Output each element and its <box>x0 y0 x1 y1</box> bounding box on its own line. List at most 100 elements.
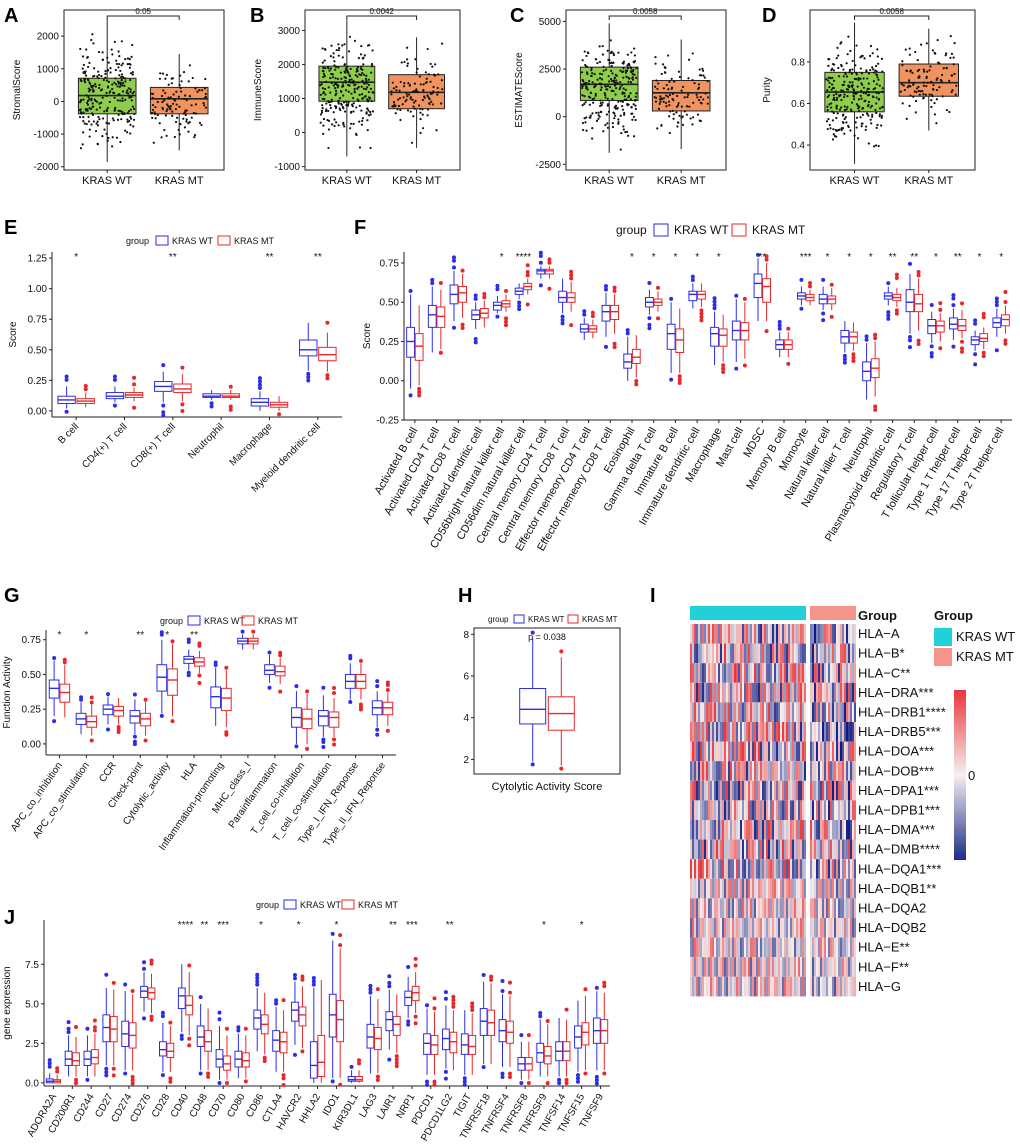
heatmap-cell <box>850 741 852 762</box>
heatmap-cell <box>810 878 812 899</box>
heatmap-cell <box>722 780 724 801</box>
heatmap-cell <box>800 820 802 840</box>
heatmap-cell <box>842 957 844 977</box>
outlier-point <box>886 316 891 321</box>
heatmap-cell <box>832 741 834 762</box>
heatmap-cell <box>802 761 804 781</box>
heatmap-cell <box>776 878 778 899</box>
heatmap-cell <box>774 722 776 742</box>
data-point <box>631 73 634 76</box>
data-point <box>953 72 956 76</box>
box <box>291 1001 299 1022</box>
x-tick-label: KRAS MT <box>904 175 953 187</box>
heatmap-cell <box>728 937 730 958</box>
heatmap-cell <box>782 898 784 918</box>
data-point <box>106 56 109 59</box>
y-tick-label: 0.25 <box>28 376 48 387</box>
heatmap-cell <box>828 643 830 664</box>
heatmap-cell <box>744 957 746 977</box>
heatmap-cell <box>694 976 696 997</box>
heatmap-cell <box>734 780 736 801</box>
outlier-point <box>325 320 330 325</box>
outlier-point <box>519 1033 524 1038</box>
legend-f: group KRAS WT KRAS MT <box>616 223 806 237</box>
heatmap-cell <box>830 624 832 644</box>
heatmap-cell <box>704 957 706 977</box>
heatmap-cell <box>738 702 740 722</box>
heatmap-cell <box>718 957 720 977</box>
heatmap-cell <box>812 878 814 899</box>
outlier-point <box>385 680 390 685</box>
data-point <box>859 67 862 70</box>
data-point <box>425 77 428 80</box>
heatmap-cell <box>750 741 752 762</box>
heatmap-cell <box>732 780 734 801</box>
legend-g: group KRAS WT KRAS MT <box>160 615 299 626</box>
heatmap-cell <box>702 722 704 742</box>
heatmap-cell <box>704 643 706 664</box>
heatmap-cell <box>722 643 724 664</box>
signif-marker: ** <box>389 920 397 931</box>
outlier-point <box>603 287 608 292</box>
data-point <box>664 66 667 70</box>
data-point <box>598 72 602 75</box>
heatmap-cell <box>726 702 728 722</box>
heatmap-cell <box>814 859 816 879</box>
data-point <box>328 69 331 72</box>
data-point <box>330 98 333 101</box>
heatmap-cell <box>696 702 698 722</box>
data-point <box>345 100 348 103</box>
data-point <box>671 109 674 112</box>
signif-marker: * <box>869 252 873 263</box>
data-point <box>129 115 132 118</box>
heatmap-cell <box>826 820 828 840</box>
data-point <box>866 94 870 97</box>
data-point <box>337 49 340 52</box>
heatmap-cell <box>814 741 816 762</box>
heatmap-cell <box>730 859 732 879</box>
heatmap-cell <box>698 878 700 899</box>
heatmap-cell <box>796 663 798 683</box>
data-point <box>124 80 127 83</box>
data-point <box>419 107 422 110</box>
heatmap-cell <box>758 624 760 644</box>
data-point <box>159 72 162 75</box>
outlier-point <box>647 280 652 285</box>
y-axis-label: ImmuneScore <box>253 58 264 121</box>
heatmap-cell <box>782 918 784 938</box>
heatmap-cell <box>716 859 718 879</box>
heatmap-cell <box>802 663 804 683</box>
heatmap-cell <box>760 918 762 938</box>
data-point <box>81 143 84 146</box>
heatmap-cell <box>726 800 728 820</box>
heatmap-cell <box>760 820 762 840</box>
heatmap-cell <box>720 957 722 977</box>
outlier-point <box>306 378 311 383</box>
heatmap-cell <box>756 682 758 703</box>
heatmap-cell <box>710 859 712 879</box>
signif-marker: ** <box>758 252 766 263</box>
outlier-point <box>647 322 652 327</box>
heatmap-cell <box>710 937 712 958</box>
data-point <box>830 88 833 91</box>
data-point <box>82 120 85 123</box>
data-point <box>622 87 625 90</box>
heatmap-cell <box>744 976 746 997</box>
heatmap-cell <box>756 918 758 938</box>
data-point <box>163 99 166 102</box>
data-point <box>325 108 328 111</box>
heatmap-cell <box>822 839 824 860</box>
outlier-point <box>603 284 608 289</box>
heatmap-cell <box>710 878 712 899</box>
outlier-point <box>89 695 94 700</box>
heatmap-cell <box>836 702 838 722</box>
signif-marker: **** <box>516 252 532 263</box>
outlier-point <box>368 983 373 988</box>
heatmap-cell <box>834 682 836 703</box>
data-point <box>634 95 637 98</box>
outlier-point <box>960 349 965 354</box>
data-point <box>842 68 845 71</box>
heatmap-cell <box>762 918 764 938</box>
data-point <box>110 48 113 51</box>
